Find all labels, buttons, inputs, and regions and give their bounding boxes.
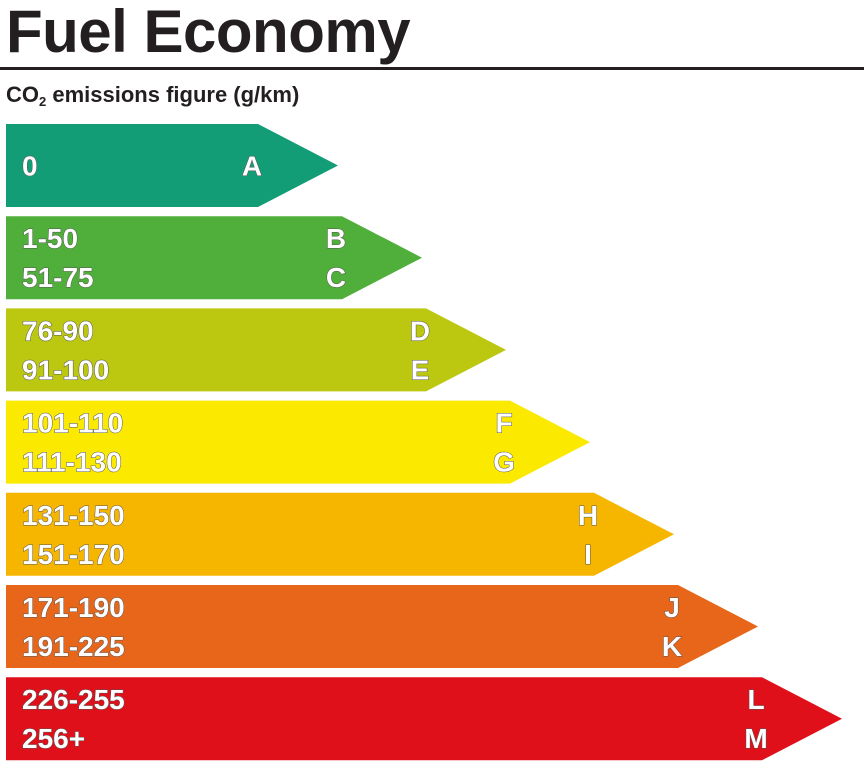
title-divider bbox=[0, 67, 864, 70]
band-letter-label: M bbox=[744, 723, 767, 754]
band-letter-label: H bbox=[578, 500, 598, 531]
band-letter-label: G bbox=[493, 447, 515, 478]
band-range-label: 51-75 bbox=[22, 262, 94, 293]
band-letter-label: C bbox=[326, 262, 346, 293]
band-range-label: 91-100 bbox=[22, 354, 109, 385]
band-bc: 1-50 51-75 BC bbox=[6, 216, 422, 300]
band-range-label: 256+ bbox=[22, 723, 85, 754]
band-arrow bbox=[6, 216, 422, 300]
subtitle: CO2 emissions figure (g/km) bbox=[6, 82, 299, 109]
subtitle-subscript: 2 bbox=[39, 94, 47, 109]
band-range-label: 111-130 bbox=[22, 447, 122, 478]
band-fg: 101-110 111-130 FG bbox=[6, 400, 590, 484]
band-range-label: 151-170 bbox=[22, 539, 125, 570]
subtitle-suffix: emissions figure (g/km) bbox=[46, 82, 300, 107]
page-title: Fuel Economy bbox=[6, 0, 411, 65]
band-letter-label: F bbox=[495, 408, 512, 439]
band-arrow bbox=[6, 492, 674, 576]
band-lm: 226-255 256+ LM bbox=[6, 677, 842, 761]
band-letter-label: J bbox=[664, 592, 680, 623]
band-range-label: 76-90 bbox=[22, 315, 94, 346]
band-arrow bbox=[6, 400, 590, 484]
band-jk: 171-190 191-225 JK bbox=[6, 585, 758, 668]
band-letter-label: E bbox=[411, 354, 430, 385]
band-range-label: 101-110 bbox=[22, 408, 123, 439]
band-arrow bbox=[6, 308, 506, 392]
band-letter-label: B bbox=[326, 223, 346, 254]
band-range-label: 171-190 bbox=[22, 592, 125, 623]
band-letter-label: D bbox=[410, 315, 430, 346]
band-hi: 131-150 151-170 HI bbox=[6, 492, 674, 576]
band-letter-label: A bbox=[242, 151, 262, 182]
band-letter-label: K bbox=[662, 631, 682, 662]
band-arrow bbox=[6, 124, 338, 207]
band-letter-label: L bbox=[747, 684, 764, 715]
band-letter-label: I bbox=[584, 539, 592, 570]
subtitle-prefix: CO bbox=[6, 82, 39, 107]
band-range-label: 226-255 bbox=[22, 684, 125, 715]
band-range-label: 191-225 bbox=[22, 631, 125, 662]
band-range-label: 131-150 bbox=[22, 500, 125, 531]
band-de: 76-90 91-100 DE bbox=[6, 308, 506, 392]
band-arrow bbox=[6, 677, 842, 761]
band-range-label: 1-50 bbox=[22, 223, 78, 254]
band-arrow bbox=[6, 585, 758, 668]
band-range-label: 0 bbox=[22, 151, 38, 182]
